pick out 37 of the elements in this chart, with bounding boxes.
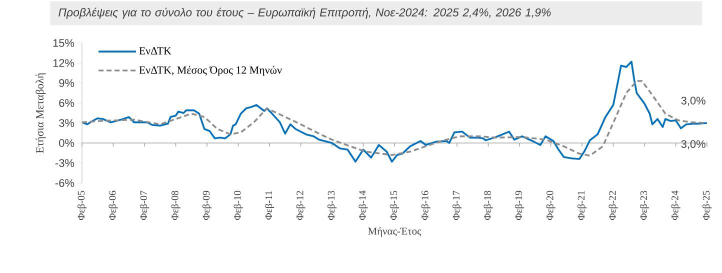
x-tick-label: Φεβ-24 — [671, 190, 680, 220]
x-tick-label: Φεβ-21 — [577, 191, 587, 220]
annotation: 3,0% — [681, 96, 706, 106]
line-series — [82, 60, 708, 163]
y-tick-label: -3% — [55, 159, 74, 167]
x-tick-label: Φεβ-20 — [546, 190, 556, 220]
x-tick-label: Φεβ-23 — [640, 190, 650, 220]
x-tick-label: Φεβ-17 — [452, 190, 462, 220]
x-tick-label: Φεβ-09 — [202, 190, 212, 220]
x-tick-label: Φεβ-13 — [327, 190, 337, 220]
y-tick-label: -6% — [55, 179, 74, 187]
y-tick-label: 0% — [59, 139, 74, 147]
x-tick-label: Φεβ-18 — [484, 190, 493, 220]
x-tick-label: Φεβ-11 — [264, 191, 274, 220]
annotation: 3,0% — [681, 140, 706, 150]
x-tick-label: Φεβ-10 — [234, 190, 243, 220]
x-tick-label: Φεβ-08 — [171, 190, 180, 220]
chart-title: Προβλέψεις για το σύνολο του έτους – Ευρωπαϊκή Επιτροπή, Νοε-2024: 2025 2,4%, 2026 1,9% — [58, 8, 551, 19]
x-tick-label: Φεβ-16 — [421, 190, 430, 220]
x-tick-label: Φεβ-25 — [702, 190, 712, 220]
legend-label: ΕνΔΤΚ — [139, 47, 172, 55]
x-tick-label: Φεβ-14 — [358, 190, 368, 220]
x-tick-label: Φεβ-05 — [77, 190, 87, 220]
x-tick-label: Φεβ-07 — [140, 190, 150, 220]
x-tick-label: Φεβ-06 — [108, 190, 118, 220]
x-tick-label: Φεβ-22 — [608, 191, 618, 220]
x-axis-title: Μήνας-Έτος — [368, 227, 422, 237]
y-axis-title: Ετήσια Μεταβολή — [36, 73, 46, 154]
x-tick-label: Φεβ-19 — [514, 190, 524, 220]
y-tick-label: 6% — [59, 99, 74, 107]
x-tick-label: Φεβ-12 — [296, 191, 306, 220]
x-tick-label: Φεβ-15 — [390, 190, 400, 220]
y-tick-label: 3% — [59, 119, 74, 127]
y-tick-label: 15% — [53, 39, 74, 47]
y-tick-label: 12% — [53, 59, 74, 67]
legend-label: ΕνΔΤΚ, Μέσος Όρος 12 Μηνών — [139, 66, 282, 76]
y-tick-label: 9% — [59, 79, 74, 87]
